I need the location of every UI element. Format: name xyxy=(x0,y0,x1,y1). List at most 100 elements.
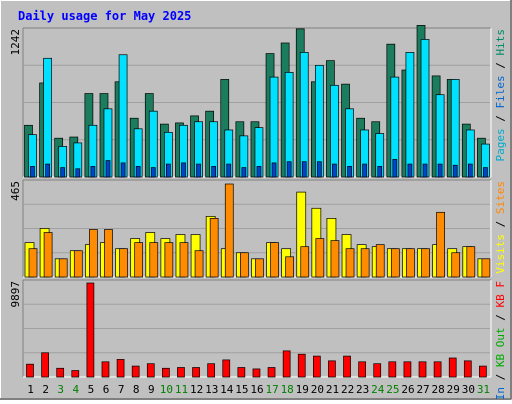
day-label: 25 xyxy=(386,383,399,396)
day-label: 19 xyxy=(296,383,309,396)
kbytes-bar xyxy=(343,355,351,378)
kbytes-bar xyxy=(71,370,80,378)
day-label: 22 xyxy=(341,383,354,396)
pages-bar xyxy=(181,162,186,178)
y-max-label-top: 1242 xyxy=(9,29,22,56)
sites-bar xyxy=(436,211,445,278)
kbytes-bar xyxy=(56,367,65,378)
files-bar xyxy=(284,72,294,178)
sites-bar xyxy=(73,250,83,278)
sites-bar xyxy=(390,248,400,278)
pages-bar xyxy=(196,163,201,178)
day-label: 28 xyxy=(432,383,445,396)
day-label: 4 xyxy=(73,383,80,396)
sites-bar xyxy=(375,244,385,278)
legend-top: Pages / Files / Hits xyxy=(494,29,507,162)
day-label: 9 xyxy=(148,383,155,396)
kbytes-bar xyxy=(358,361,366,378)
day-label: 10 xyxy=(160,383,173,396)
sites-bar xyxy=(481,258,491,278)
y-max-label-bottom: 9897 xyxy=(9,281,22,308)
kbytes-bar xyxy=(86,282,95,378)
pages-bar xyxy=(226,163,232,178)
sites-bar xyxy=(360,248,370,278)
kbytes-bar xyxy=(26,363,34,378)
files-bar xyxy=(450,79,460,178)
day-label: 3 xyxy=(57,383,64,396)
kbytes-bar xyxy=(131,365,140,378)
pages-bar xyxy=(256,166,262,178)
day-label: 8 xyxy=(133,383,140,396)
pages-bar xyxy=(90,166,96,178)
legend-middle: Visits / Sites xyxy=(494,181,507,274)
kbytes-bar xyxy=(101,361,110,378)
kbytes-bar xyxy=(479,365,487,378)
sites-bar xyxy=(300,246,310,278)
kbytes-bar xyxy=(418,361,427,378)
pages-bar xyxy=(166,163,171,178)
day-label: 21 xyxy=(326,383,339,396)
pages-bar xyxy=(135,166,141,178)
day-label: 5 xyxy=(88,383,95,396)
day-label: 26 xyxy=(401,383,414,396)
day-label: 11 xyxy=(175,383,188,396)
legend-item: KB Out xyxy=(494,327,507,367)
sites-bar xyxy=(330,240,340,278)
pages-bar xyxy=(392,159,398,178)
kbytes-bar xyxy=(388,361,397,378)
sites-bar xyxy=(28,248,38,278)
chart-title: Daily usage for May 2025 xyxy=(18,9,191,23)
files-bar xyxy=(420,39,430,178)
sites-bar xyxy=(179,242,189,278)
sites-bar xyxy=(421,248,430,278)
kbytes-bar xyxy=(267,367,276,378)
pages-bar xyxy=(30,166,35,178)
kbytes-bar xyxy=(433,361,442,378)
kbytes-bar xyxy=(463,360,472,378)
sites-bar xyxy=(240,252,249,278)
sites-bar xyxy=(285,256,294,278)
files-bar xyxy=(330,84,339,178)
files-bar xyxy=(269,76,279,178)
day-label: 15 xyxy=(235,383,248,396)
pages-bar xyxy=(377,166,383,178)
sites-bar xyxy=(466,246,476,278)
legend-item: Hits xyxy=(494,29,507,56)
kbytes-bar xyxy=(192,367,200,378)
kbytes-bar xyxy=(297,353,306,378)
files-bar xyxy=(405,52,415,178)
day-label: 14 xyxy=(220,383,234,396)
day-label: 7 xyxy=(118,383,125,396)
kbytes-bar xyxy=(282,350,291,378)
day-label: 6 xyxy=(103,383,110,396)
sites-bar xyxy=(89,229,98,278)
legend-item: Sites xyxy=(494,181,507,214)
pages-bar xyxy=(422,163,428,178)
sites-bar xyxy=(255,258,264,278)
y-max-label-middle: 465 xyxy=(9,181,22,201)
pages-bar xyxy=(452,164,458,178)
pages-bar xyxy=(362,163,367,178)
day-label: 31 xyxy=(477,383,490,396)
files-bar xyxy=(118,54,128,178)
sites-bar xyxy=(43,232,53,278)
pages-bar xyxy=(150,167,156,178)
sites-bar xyxy=(58,258,68,278)
files-bar xyxy=(314,64,324,178)
kbytes-bar xyxy=(373,363,382,378)
legend-item: KB F xyxy=(494,281,507,308)
sites-bar xyxy=(194,250,204,278)
pages-bar xyxy=(483,167,488,178)
kbytes-bar xyxy=(162,367,170,378)
day-label: 13 xyxy=(205,383,218,396)
sites-bar xyxy=(224,183,234,278)
kbytes-bar xyxy=(252,368,261,378)
kbytes-bar xyxy=(177,367,185,378)
kbytes-bar xyxy=(328,360,336,378)
legend-separator: / xyxy=(494,56,507,76)
sites-bar xyxy=(134,242,144,278)
legend-separator: / xyxy=(494,109,507,129)
sites-bar xyxy=(270,242,279,278)
sites-bar xyxy=(406,248,415,278)
